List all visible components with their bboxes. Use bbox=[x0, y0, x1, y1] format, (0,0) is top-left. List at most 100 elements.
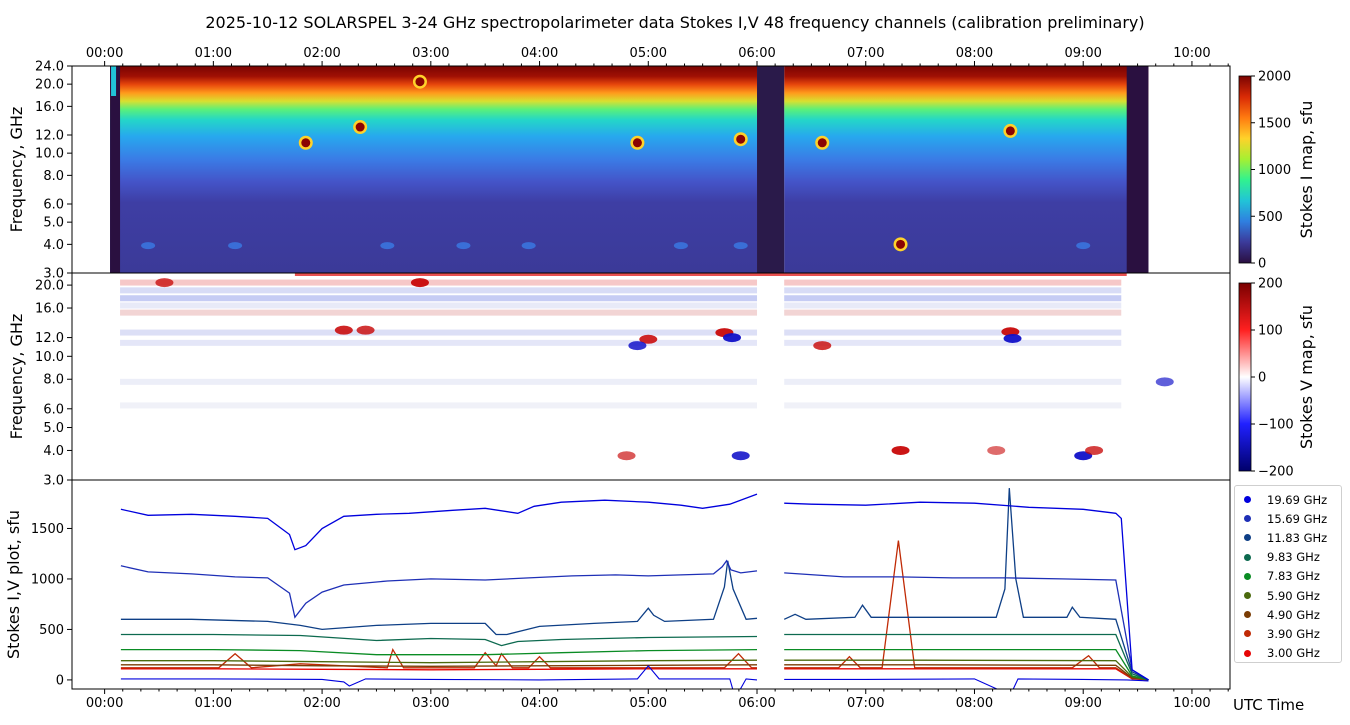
stokes-i-gap bbox=[757, 66, 785, 273]
colorbar-tick-label: 500 bbox=[1258, 210, 1283, 225]
stokes-v-positive-source bbox=[639, 334, 658, 344]
colorbar-label: Stokes V map, sfu bbox=[1297, 305, 1316, 449]
stokes-i-map-panel: 3.0 4.0 5.0 6.0 8.0 10.0 12.0 16.0 20.0 24.0 Frequ… bbox=[7, 60, 1231, 282]
time-tick-label: 07:00 bbox=[847, 46, 884, 61]
stokes-v-positive-source bbox=[987, 445, 1006, 455]
legend-marker bbox=[1244, 553, 1251, 561]
y-tick-label: 1000 bbox=[31, 572, 64, 587]
colorbar-label: Stokes I map, sfu bbox=[1297, 101, 1316, 239]
stokes-v-stripe bbox=[120, 287, 758, 294]
legend-label: 9.83 GHz bbox=[1267, 550, 1320, 565]
stokes-i-burst bbox=[632, 138, 642, 148]
stokes-v-trace bbox=[120, 664, 1149, 689]
stokes-v-stripe bbox=[784, 378, 1122, 385]
stokes-i-weak-source bbox=[521, 242, 536, 250]
y-tick-label: 4.0 bbox=[43, 238, 64, 253]
time-tick-label: 06:00 bbox=[738, 696, 775, 711]
bottom-time-axis: 00:00 01:00 02:00 03:00 04:00 05:00 06:00 07:00… bbox=[86, 689, 1229, 711]
legend-item: 15.69 GHz bbox=[1241, 509, 1341, 528]
stokes-i-weak-source bbox=[1076, 242, 1091, 250]
colorbar-tick-label: 200 bbox=[1258, 277, 1283, 292]
plot-lines bbox=[120, 488, 1149, 689]
y-axis-label: Stokes I,V plot, sfu bbox=[4, 510, 23, 659]
legend-item: 7.83 GHz bbox=[1241, 567, 1341, 586]
stokes-v-stripe bbox=[120, 295, 758, 302]
stokes-i-weak-source bbox=[141, 242, 156, 250]
legend-label: 7.83 GHz bbox=[1267, 569, 1320, 584]
series-line bbox=[120, 633, 1149, 681]
legend-item: 3.90 GHz bbox=[1241, 624, 1341, 643]
series-line bbox=[120, 488, 1149, 681]
legend-marker bbox=[1244, 534, 1251, 542]
stokes-v-negative-source bbox=[731, 451, 750, 461]
time-tick-label: 00:00 bbox=[86, 46, 123, 61]
y-tick-label: 3.0 bbox=[43, 267, 64, 282]
colorbar-tick-label: −200 bbox=[1258, 465, 1294, 480]
colorbar-tick-label: 2000 bbox=[1258, 70, 1291, 85]
y-tick-label: 5.0 bbox=[43, 421, 64, 436]
time-tick-label: 05:00 bbox=[630, 46, 667, 61]
time-tick-label: 04:00 bbox=[521, 46, 558, 61]
stokes-i-weak-source bbox=[456, 242, 471, 250]
stokes-i-colorbar: 0 500 1000 1500 2000 Stokes I map, sfu bbox=[1238, 70, 1316, 272]
time-tick-label: 06:00 bbox=[738, 46, 775, 61]
stokes-i-burst bbox=[817, 138, 827, 148]
stokes-v-positive-source bbox=[617, 451, 636, 461]
series-line bbox=[120, 659, 1149, 681]
time-tick-label: 09:00 bbox=[1064, 696, 1101, 711]
stokes-v-stripe bbox=[784, 287, 1122, 294]
stokes-i-weak-source bbox=[380, 242, 395, 250]
colorbar-tick-label: 0 bbox=[1258, 257, 1266, 272]
stokes-v-stripe bbox=[120, 339, 758, 346]
stokes-i-burst bbox=[896, 239, 906, 249]
y-tick-label: 12.0 bbox=[35, 129, 64, 144]
legend-marker bbox=[1244, 496, 1251, 504]
stokes-i-burst bbox=[1005, 126, 1015, 136]
y-tick-label: 20.0 bbox=[35, 78, 64, 93]
stokes-v-positive-source bbox=[410, 278, 429, 288]
time-tick-label: 07:00 bbox=[847, 696, 884, 711]
series-line bbox=[120, 540, 1149, 681]
legend-item: 9.83 GHz bbox=[1241, 548, 1341, 567]
stokes-v-positive-source bbox=[356, 325, 375, 335]
time-tick-label: 09:00 bbox=[1064, 46, 1101, 61]
stokes-v-stripe bbox=[784, 295, 1122, 302]
stokes-i-burst bbox=[736, 134, 746, 144]
colorbar-tick-label: 1500 bbox=[1258, 116, 1291, 131]
stokes-v-stripe bbox=[120, 402, 758, 409]
time-tick-label: 05:00 bbox=[630, 696, 667, 711]
stokes-v-stripe bbox=[120, 309, 758, 316]
legend-label: 5.90 GHz bbox=[1267, 588, 1320, 603]
stokes-v-positive-source bbox=[1085, 445, 1104, 455]
stokes-i-burst bbox=[415, 77, 425, 87]
stokes-v-positive-source bbox=[813, 341, 832, 351]
stokes-v-stripe bbox=[784, 279, 1122, 286]
series-line bbox=[120, 668, 1149, 681]
stokes-v-negative-source bbox=[723, 333, 742, 343]
figure-title: 2025-10-12 SOLARSPEL 3-24 GHz spectropol… bbox=[205, 13, 1144, 32]
stokes-i-weak-source bbox=[228, 242, 243, 250]
y-axis-label: Frequency, GHz bbox=[7, 314, 26, 440]
y-tick-label: 16.0 bbox=[35, 100, 64, 115]
stokes-v-stripe bbox=[120, 279, 758, 286]
legend-marker bbox=[1244, 572, 1251, 580]
legend-item: 5.90 GHz bbox=[1241, 586, 1341, 605]
time-tick-label: 10:00 bbox=[1173, 696, 1210, 711]
legend-item: 3.00 GHz bbox=[1241, 644, 1341, 663]
time-tick-label: 10:00 bbox=[1173, 46, 1210, 61]
time-tick-label: 03:00 bbox=[412, 46, 449, 61]
colorbar-tick-label: 100 bbox=[1258, 324, 1283, 339]
stokes-v-stripe bbox=[120, 378, 758, 385]
stokes-i-end-edge bbox=[1126, 66, 1149, 273]
series-line bbox=[120, 664, 1149, 681]
stokes-iv-plot-panel: 0 500 1000 1500 Stokes I,V plot, sfu bbox=[4, 479, 1231, 690]
stokes-v-negative-source bbox=[628, 341, 647, 351]
y-tick-label: 12.0 bbox=[35, 331, 64, 346]
stokes-v-stripe bbox=[784, 302, 1122, 309]
stokes-v-stripe bbox=[784, 402, 1122, 409]
time-axis-label: UTC Time bbox=[1233, 696, 1304, 714]
legend-label: 11.83 GHz bbox=[1267, 530, 1328, 545]
time-tick-label: 08:00 bbox=[956, 696, 993, 711]
y-tick-label: 16.0 bbox=[35, 302, 64, 317]
stokes-i-weak-source bbox=[673, 242, 688, 250]
